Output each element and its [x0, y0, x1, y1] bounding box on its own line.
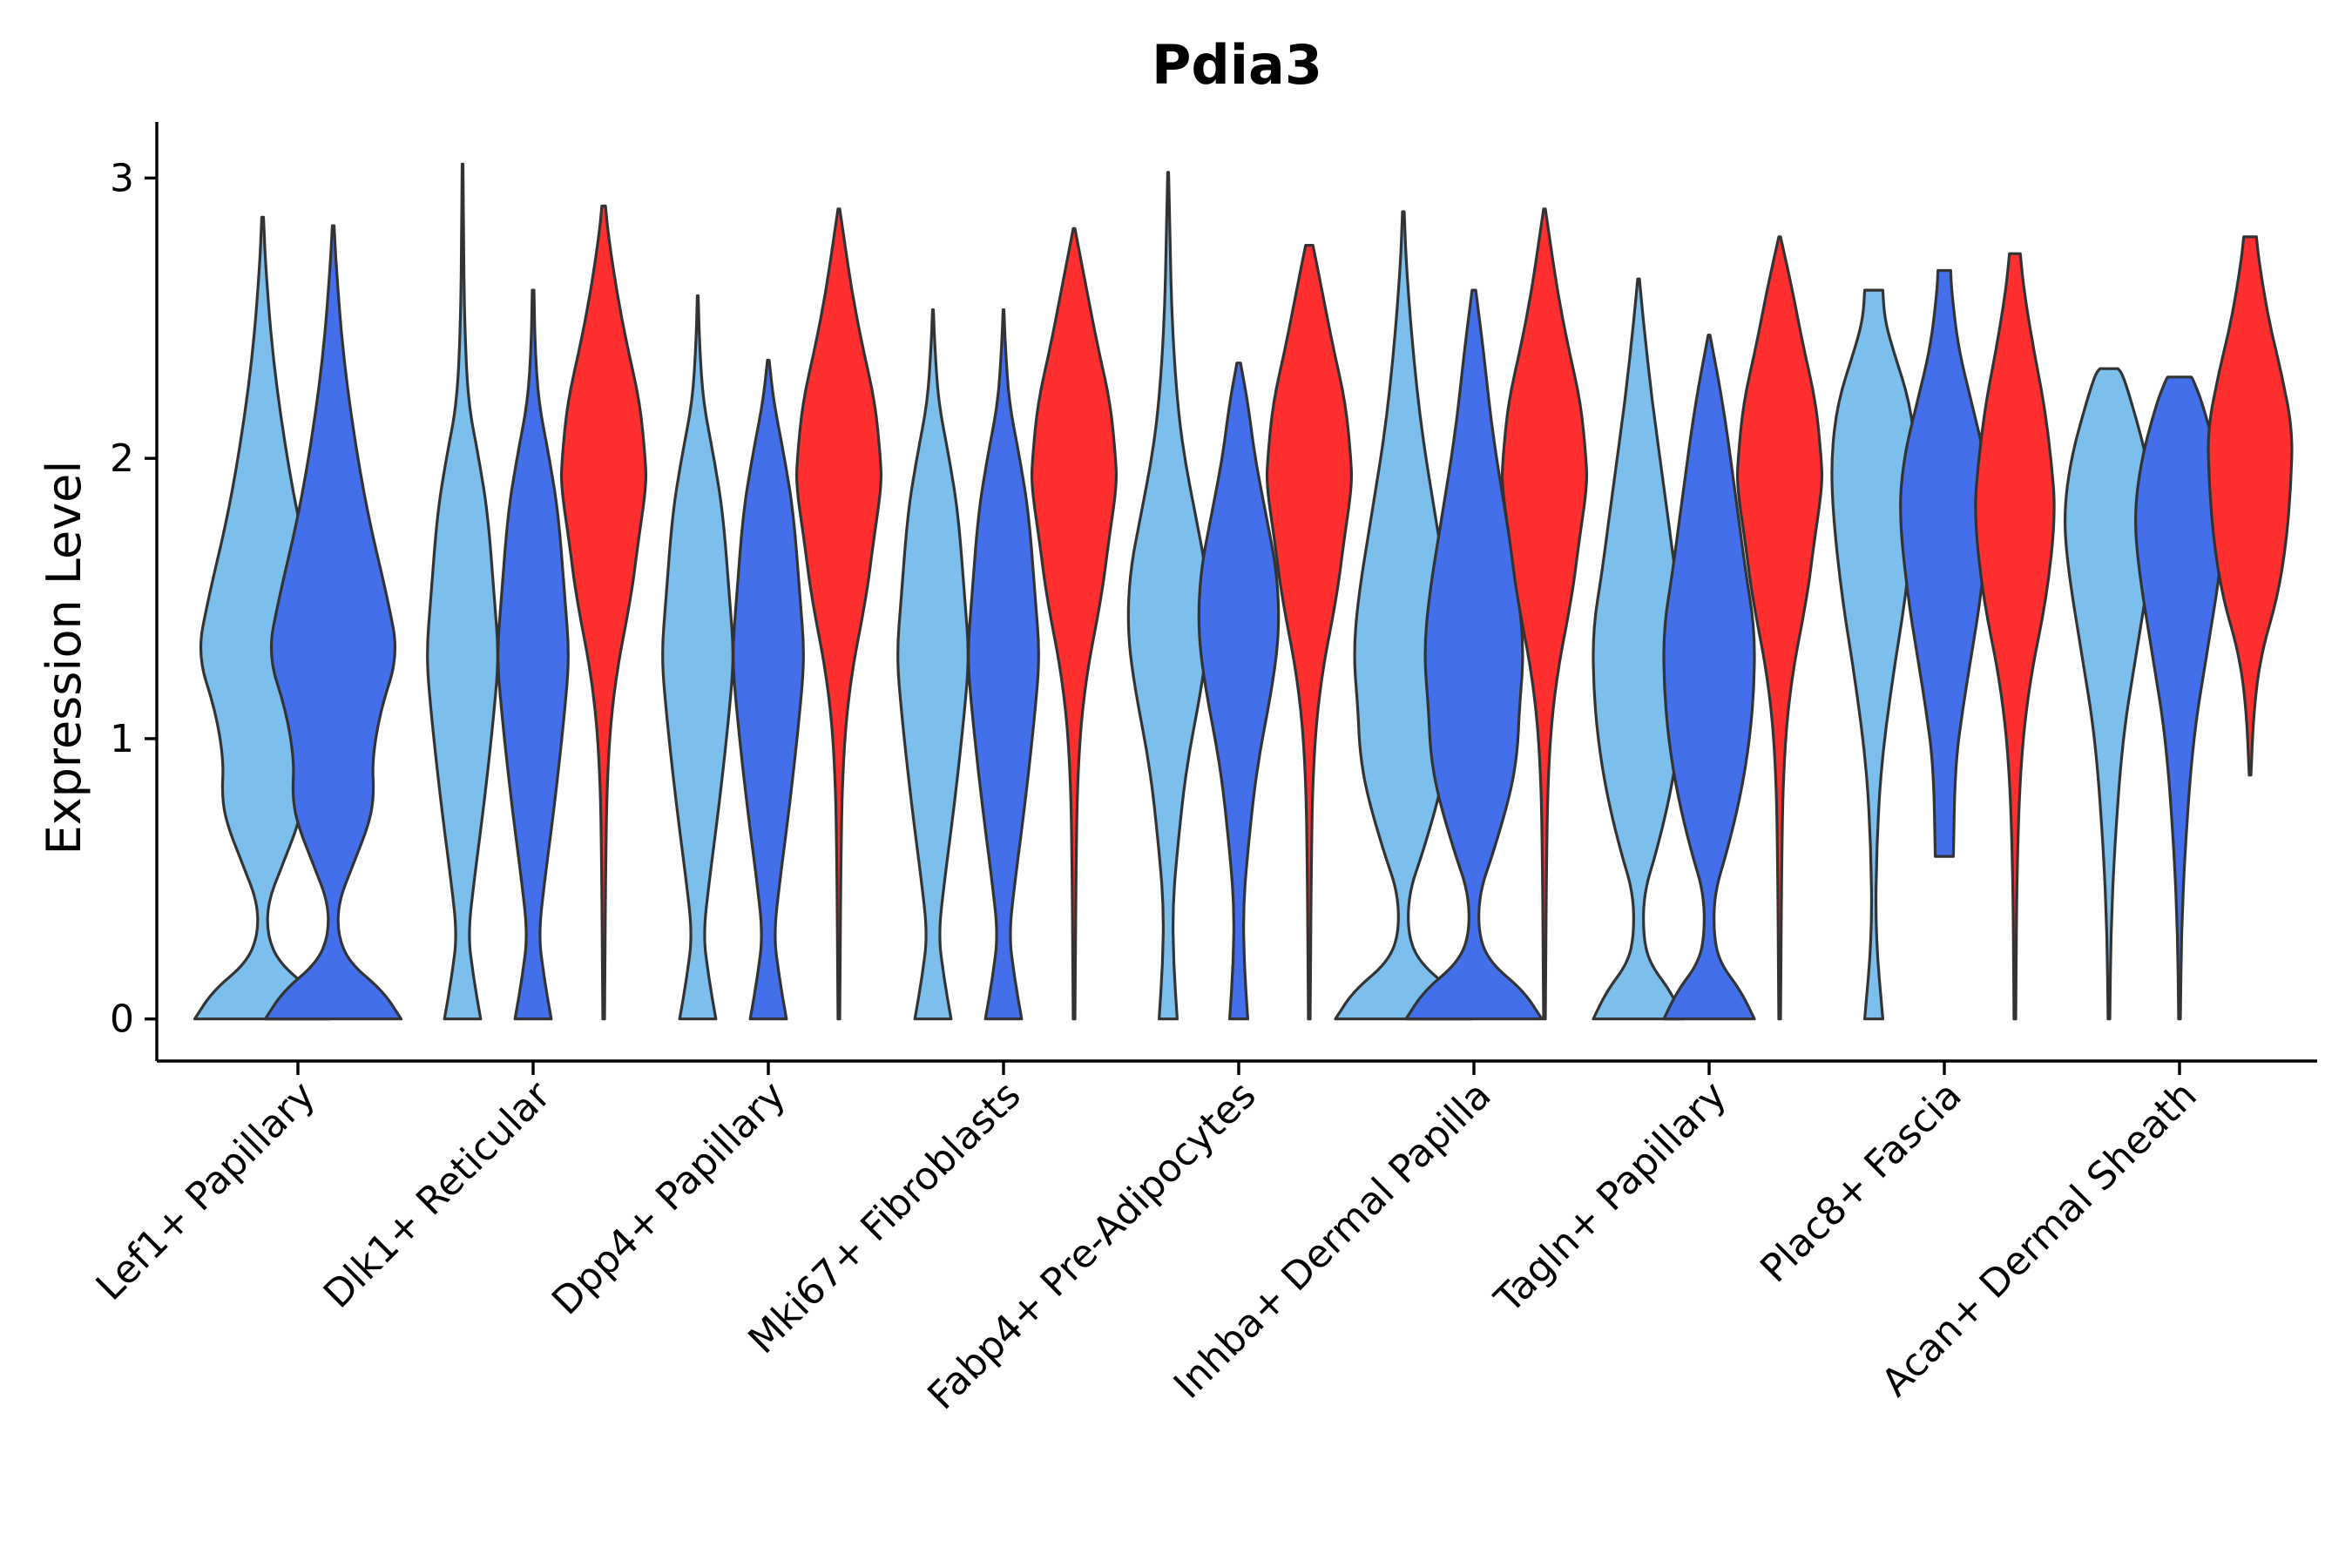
- violin-mki67-fibroblasts-2: [967, 308, 1040, 1021]
- violin-plac8-fascia-3: [1974, 252, 2056, 1021]
- violin-inhba-dermal-papilla-2: [1404, 288, 1544, 1021]
- y-tick-label: 1: [110, 717, 134, 761]
- violin-plac8-fascia-2: [1899, 268, 1990, 858]
- violin-plac8-fascia-1: [1830, 288, 1917, 1021]
- violin-lef1-papillary-2: [263, 224, 403, 1021]
- chart-title: Pdia3: [1152, 33, 1322, 97]
- y-tick-label: 0: [110, 997, 134, 1042]
- violin-acan-dermal-sheath-3: [2207, 235, 2294, 777]
- x-tick-label: Lef1+ Papillary: [88, 1073, 324, 1309]
- violin-layer: [193, 162, 2294, 1021]
- violin-inhba-dermal-papilla-1: [1334, 210, 1473, 1021]
- violin-mki67-fibroblasts-3: [1030, 226, 1119, 1021]
- violin-dlk1-reticular-2: [497, 288, 570, 1021]
- y-axis-label: Expression Level: [37, 461, 91, 855]
- x-tick-label: Plac8+ Fascia: [1752, 1073, 1970, 1292]
- violin-dpp4-papillary-3: [794, 207, 883, 1021]
- violin-dpp4-papillary-1: [661, 294, 734, 1021]
- violin-fabp4-pre-adipocytes-2: [1197, 362, 1281, 1021]
- violin-dlk1-reticular-1: [426, 162, 499, 1021]
- x-tick-label: Dpp4+ Papillary: [544, 1073, 794, 1324]
- x-tick-label: Tagln+ Papillary: [1486, 1073, 1735, 1322]
- violin-fabp4-pre-adipocytes-1: [1126, 171, 1210, 1021]
- y-tick-label: 2: [110, 436, 134, 481]
- x-tick-label: Dlk1+ Reticular: [315, 1072, 560, 1317]
- violin-fabp4-pre-adipocytes-3: [1265, 244, 1354, 1021]
- axes: [155, 122, 2317, 1063]
- violin-acan-dermal-sheath-1: [2064, 367, 2154, 1021]
- violin-acan-dermal-sheath-2: [2134, 375, 2225, 1021]
- violin-dpp4-papillary-2: [732, 358, 805, 1021]
- violin-tagln-papillary-1: [1592, 277, 1686, 1021]
- y-axis-ticks: 0 1 2 3: [110, 156, 157, 1042]
- violin-tagln-papillary-3: [1735, 235, 1824, 1021]
- violin-mki67-fibroblasts-1: [896, 308, 970, 1021]
- violin-tagln-papillary-2: [1662, 334, 1756, 1021]
- violin-inhba-dermal-papilla-3: [1500, 207, 1589, 1021]
- violin-dlk1-reticular-3: [559, 204, 648, 1021]
- y-tick-label: 3: [110, 156, 134, 200]
